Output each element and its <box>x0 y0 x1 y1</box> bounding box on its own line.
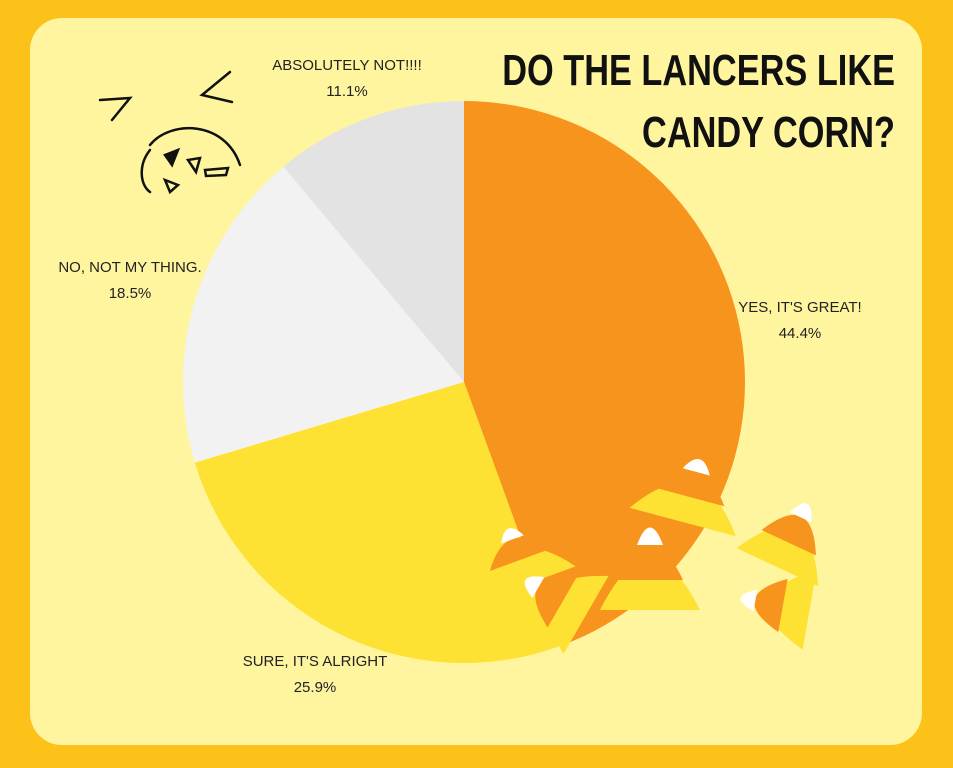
pie-slice <box>283 101 464 382</box>
slice-value: 44.4% <box>779 325 822 342</box>
slice-value: 18.5% <box>109 285 152 302</box>
chart-title: DO THE LANCERS LIKE CANDY CORN? <box>502 46 895 157</box>
slice-label: SURE, IT'S ALRIGHT <box>243 653 388 670</box>
slice-value: 11.1% <box>326 83 367 100</box>
pie-slice <box>183 166 465 463</box>
slice-value: 25.9% <box>294 679 337 696</box>
pie-slice <box>194 382 561 663</box>
slice-label: NO, NOT MY THING. <box>58 259 201 276</box>
slice-label: ABSOLUTELY NOT!!!! <box>272 57 422 74</box>
slice-label: YES, IT'S GREAT! <box>738 299 861 316</box>
candy-corn-image <box>481 459 819 654</box>
doodle <box>98 70 242 195</box>
